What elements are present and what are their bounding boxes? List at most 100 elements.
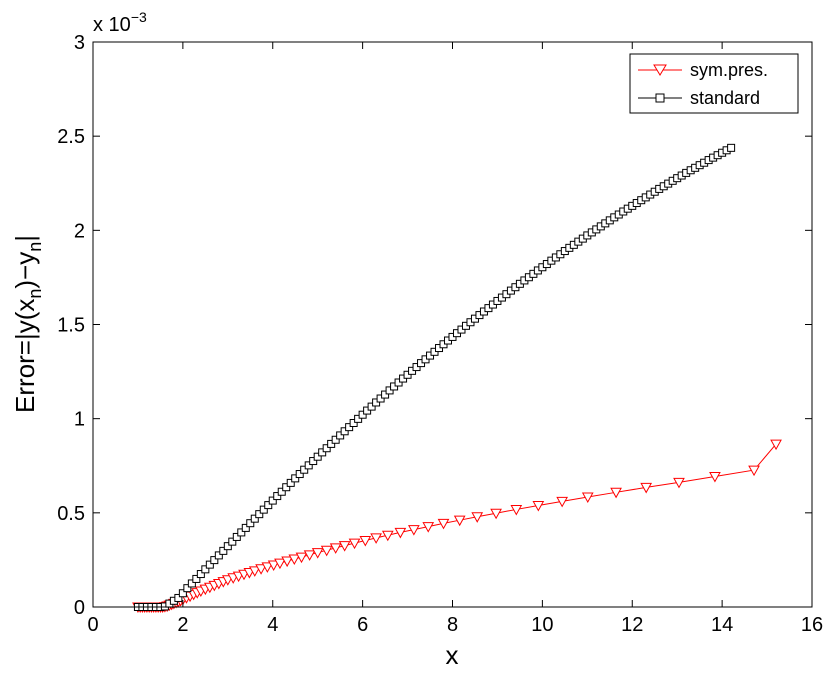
- x-axis-label: x: [446, 640, 459, 670]
- data-point-standard: [381, 390, 390, 399]
- y-exponent-base: x 10: [93, 14, 131, 36]
- data-point-standard: [237, 528, 246, 537]
- data-point-standard: [268, 496, 277, 505]
- data-point-standard: [219, 546, 228, 555]
- legend-entry-standard: standard: [638, 88, 760, 108]
- data-point-sym-pres: [581, 492, 594, 504]
- data-point-standard: [727, 143, 736, 152]
- data-point-standard: [264, 501, 273, 510]
- y-tick-label: 1: [74, 409, 85, 431]
- y-tick-label: 3: [74, 32, 85, 54]
- x-tick-label: 10: [531, 614, 553, 636]
- data-point-standard: [354, 414, 363, 423]
- legend-entry-sym-pres: sym.pres.: [638, 60, 768, 80]
- data-point-sym-pres: [288, 554, 301, 566]
- data-point-standard: [178, 589, 187, 598]
- data-point-standard: [304, 461, 313, 470]
- data-point-standard: [174, 593, 183, 602]
- data-point-standard: [228, 537, 237, 546]
- data-point-standard: [246, 519, 255, 528]
- data-point-sym-pres: [311, 548, 324, 559]
- data-point-sym-pres: [408, 525, 420, 536]
- x-axis-ticks: 0 2 4 6 8 10 12 14 16: [87, 42, 823, 636]
- data-point-sym-pres: [359, 536, 372, 547]
- x-tick-label: 16: [801, 614, 823, 636]
- x-tick-label: 12: [621, 614, 643, 636]
- data-point-sym-pres: [610, 487, 622, 499]
- data-point-sym-pres: [281, 556, 293, 568]
- data-point-standard: [345, 423, 354, 432]
- data-point-sym-pres: [770, 439, 782, 451]
- y-label-sub-1: n: [25, 289, 45, 299]
- y-tick-label: 1.5: [57, 315, 85, 337]
- data-point-standard: [358, 410, 367, 419]
- data-point-sym-pres: [381, 530, 394, 542]
- y-exponent-power: −3: [131, 9, 147, 25]
- legend: sym.pres. standard: [629, 53, 799, 114]
- x-tick-label: 2: [177, 614, 188, 636]
- data-point-standard: [210, 556, 219, 565]
- data-point-sym-pres: [394, 527, 407, 539]
- legend-label-sym-pres: sym.pres.: [690, 60, 768, 80]
- data-point-sym-pres: [437, 518, 450, 530]
- data-point-sym-pres: [471, 512, 484, 523]
- data-point-sym-pres: [532, 500, 545, 512]
- x-tick-label: 6: [357, 614, 368, 636]
- data-point-sym-pres: [295, 552, 308, 564]
- data-point-sym-pres: [338, 541, 351, 552]
- y-label-part-b: )−y: [10, 252, 40, 289]
- data-point-sym-pres: [248, 566, 261, 577]
- data-point-sym-pres: [274, 558, 286, 570]
- data-point-standard: [336, 431, 345, 440]
- data-point-standard: [295, 470, 304, 479]
- data-point-sym-pres: [709, 471, 721, 483]
- y-exponent-label: x 10−3: [93, 9, 147, 36]
- data-point-standard: [327, 439, 336, 448]
- data-point-standard: [201, 565, 210, 574]
- data-point-standard: [183, 584, 192, 593]
- data-point-standard: [192, 574, 201, 583]
- data-point-standard: [241, 523, 250, 532]
- data-point-sym-pres: [348, 538, 361, 550]
- y-label-sub-2: n: [25, 242, 45, 252]
- data-point-standard: [282, 483, 291, 492]
- data-point-sym-pres: [556, 496, 568, 508]
- y-tick-label: 2.5: [57, 126, 85, 148]
- data-point-sym-pres: [453, 515, 466, 527]
- data-point-sym-pres: [370, 533, 382, 544]
- y-axis-label: Error=|y(xn)−yn|: [10, 235, 45, 413]
- data-point-standard: [205, 560, 214, 569]
- plot-area: [93, 42, 812, 607]
- data-point-standard: [250, 514, 259, 523]
- x-tick-label: 4: [267, 614, 278, 636]
- y-label-part-a: Error=|y(x: [10, 299, 40, 413]
- data-point-standard: [322, 444, 331, 453]
- y-tick-label: 2: [74, 220, 85, 242]
- data-point-standard: [309, 457, 318, 466]
- data-point-standard: [196, 570, 205, 579]
- data-point-sym-pres: [303, 550, 316, 561]
- data-point-standard: [318, 448, 327, 457]
- data-point-standard: [187, 579, 196, 588]
- data-point-standard: [259, 505, 268, 514]
- data-point-standard: [277, 487, 286, 496]
- data-point-standard: [291, 474, 300, 483]
- legend-marker-triangle: [653, 64, 667, 76]
- x-tick-label: 8: [447, 614, 458, 636]
- data-point-sym-pres: [329, 543, 342, 554]
- data-point-sym-pres: [255, 564, 267, 575]
- y-label-part-c: |: [10, 235, 40, 242]
- data-point-standard: [223, 542, 232, 551]
- data-point-sym-pres: [320, 545, 333, 557]
- data-point-sym-pres: [748, 465, 760, 477]
- data-point-standard: [273, 492, 282, 501]
- x-tick-label: 0: [87, 614, 98, 636]
- data-point-standard: [367, 402, 376, 411]
- data-point-standard: [300, 465, 309, 474]
- y-tick-label: 0.5: [57, 503, 85, 525]
- data-point-standard: [286, 478, 295, 487]
- data-point-sym-pres: [267, 560, 280, 572]
- data-point-sym-pres: [490, 508, 502, 520]
- data-point-sym-pres: [673, 477, 685, 489]
